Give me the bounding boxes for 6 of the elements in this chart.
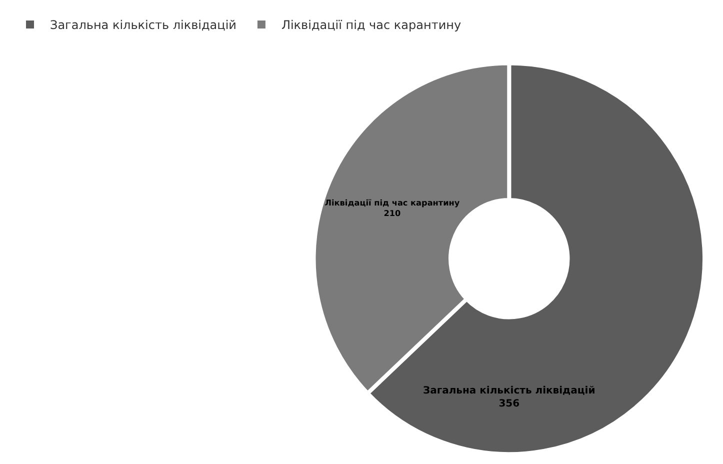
slice-label: Ліквідації під час карантину	[324, 197, 460, 208]
data-label: 210	[384, 208, 402, 218]
slice-label: Загальна кількість ліквідацій	[423, 385, 596, 396]
legend-label: Ліквідації під час карантину	[281, 18, 462, 32]
legend-label: Загальна кількість ліквідацій	[50, 18, 236, 32]
data-label: 356	[498, 398, 520, 410]
